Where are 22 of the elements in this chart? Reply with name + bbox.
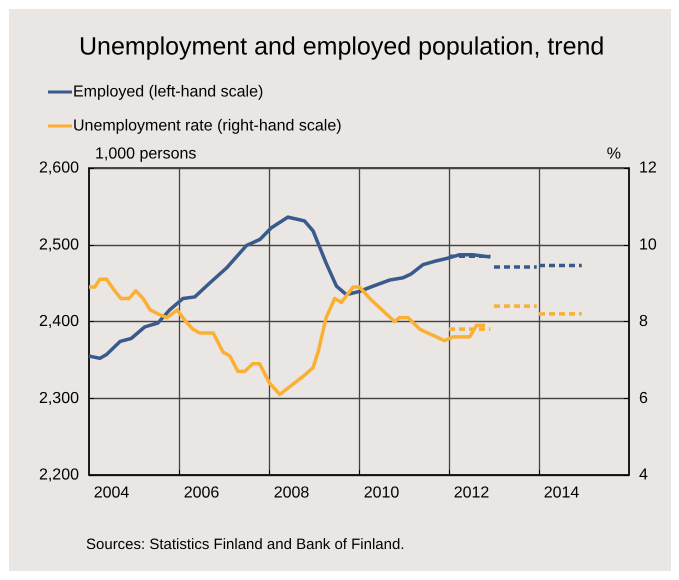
y-tick-label: 2,200 bbox=[38, 466, 80, 484]
y-tick-label: 2,600 bbox=[38, 160, 80, 176]
legend-label: Employed (left-hand scale) bbox=[73, 84, 264, 100]
source-note: Sources: Statistics Finland and Bank of Finland. bbox=[86, 536, 405, 553]
x-tick-label: 2014 bbox=[544, 484, 580, 502]
y-tick-label: 2,300 bbox=[38, 390, 80, 407]
x-tick-label: 2006 bbox=[184, 484, 220, 502]
x-tick-label: 2008 bbox=[274, 484, 310, 502]
y2-tick-label: 4 bbox=[639, 466, 648, 484]
x-tick-label: 2010 bbox=[364, 484, 400, 502]
y2-tick-label: 12 bbox=[639, 160, 657, 176]
y-tick-label: 2,400 bbox=[38, 313, 80, 330]
y2-axis-title: % bbox=[606, 146, 622, 162]
chart-title: Unemployment and employed population, trend bbox=[79, 32, 604, 60]
y-tick-label: 2,500 bbox=[38, 236, 80, 254]
x-tick-label: 2012 bbox=[454, 484, 490, 502]
x-tick-label: 2004 bbox=[94, 484, 130, 502]
y2-tick-label: 10 bbox=[639, 236, 657, 254]
legend-label: Unemployment rate (right-hand scale) bbox=[73, 118, 342, 134]
y2-tick-label: 8 bbox=[639, 313, 648, 330]
y2-tick-label: 6 bbox=[639, 390, 648, 407]
y-axis-title: 1,000 persons bbox=[95, 146, 196, 162]
